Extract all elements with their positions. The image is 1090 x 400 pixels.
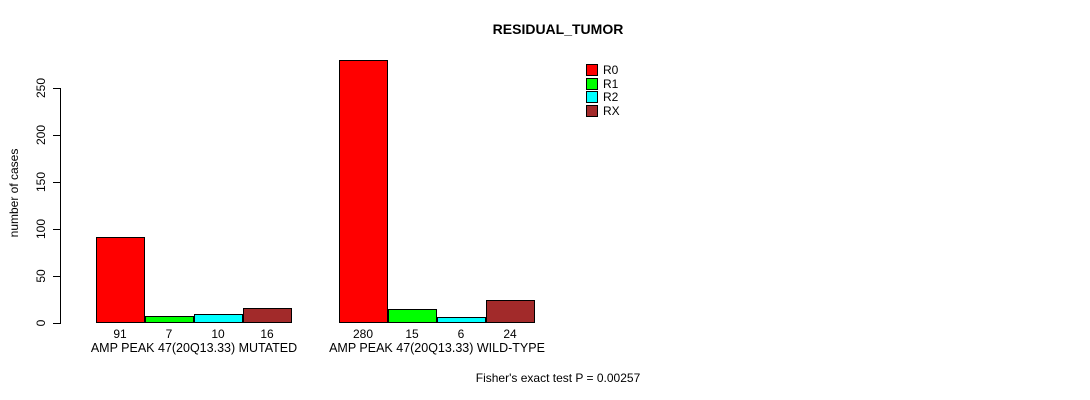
y-tick-mark [53, 276, 60, 277]
legend-item-r0: R0 [586, 64, 620, 76]
y-tick-mark [53, 135, 60, 136]
bar-value-label: 280 [352, 327, 374, 341]
legend-swatch-r0 [586, 64, 598, 76]
group-label: AMP PEAK 47(20Q13.33) MUTATED [90, 341, 298, 355]
y-tick-label: 50 [34, 269, 48, 283]
y-tick-mark [53, 182, 60, 183]
legend-swatch-rx [586, 104, 598, 117]
bar-value-label: 91 [113, 327, 127, 341]
y-tick-label: 250 [34, 77, 48, 99]
legend-label: RX [603, 103, 620, 118]
bar-value-label: 16 [260, 327, 274, 341]
y-axis-line [60, 88, 61, 324]
bar-value-label: 6 [457, 327, 465, 341]
bar-r2 [437, 317, 486, 323]
legend-item-r1: R1 [586, 76, 620, 91]
legend-label: R0 [603, 63, 619, 77]
legend-item-r2: R2 [586, 91, 620, 103]
group-label: AMP PEAK 47(20Q13.33) WILD-TYPE [329, 341, 545, 355]
bar-value-label: 15 [405, 327, 419, 341]
legend-label: R1 [603, 76, 619, 91]
bar-r1 [145, 316, 194, 323]
legend-swatch-r1 [586, 77, 598, 90]
legend-swatch-r2 [586, 91, 598, 103]
bar-rx [243, 308, 292, 323]
legend: R0 R1 R2 RX [586, 64, 620, 118]
y-tick-label: 0 [34, 319, 48, 327]
bar-rx [486, 300, 535, 323]
y-tick-label: 150 [34, 171, 48, 193]
bar-value-label: 10 [211, 327, 225, 341]
chart-title: RESIDUAL_TUMOR [492, 21, 624, 37]
y-axis-label: number of cases [7, 148, 21, 238]
y-tick-mark [53, 88, 60, 89]
bar-value-label: 24 [503, 327, 517, 341]
fisher-test-annotation: Fisher's exact test P = 0.00257 [475, 371, 641, 385]
bar-r2 [194, 314, 243, 323]
bar-r0 [96, 237, 145, 323]
y-tick-mark [53, 323, 60, 324]
bar-r1 [388, 309, 437, 323]
y-tick-mark [53, 229, 60, 230]
legend-label: R2 [603, 90, 619, 104]
legend-item-rx: RX [586, 103, 620, 118]
bar-r0 [339, 60, 388, 323]
y-tick-label: 200 [34, 124, 48, 146]
y-tick-label: 100 [34, 218, 48, 240]
bar-value-label: 7 [165, 327, 173, 341]
